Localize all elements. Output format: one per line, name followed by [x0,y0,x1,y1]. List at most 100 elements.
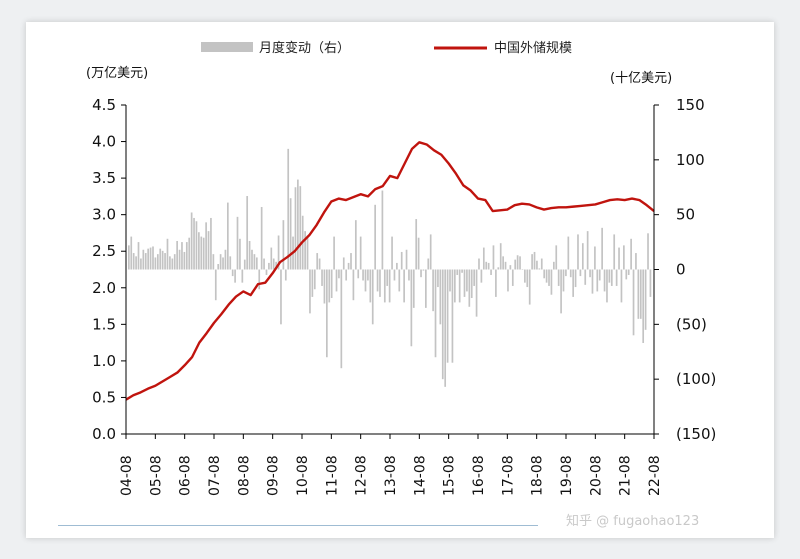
bar [173,254,176,270]
bar [212,254,215,270]
bar [623,245,625,270]
left-tick-label: 4.5 [92,96,116,114]
bar [473,269,475,286]
bar [456,269,459,275]
bar [586,231,589,270]
bar [321,269,323,286]
bar [152,246,154,270]
bar [229,256,232,270]
bar [574,269,577,288]
x-tick-label: 17-08 [500,455,516,496]
bar [579,269,582,277]
bar [371,269,374,325]
bar [453,269,456,303]
legend: 月度变动（右） 中国外储规模 [201,40,572,56]
bar [185,242,188,270]
bar [499,243,502,270]
bar [618,247,620,270]
axes: 0.0 0.5 1.0 1.5 2.0 2.5 3.0 3.5 4.0 4.5 (150) (100)… [92,96,716,496]
bar [533,251,536,270]
bar [144,253,147,270]
x-tick-label: 04-08 [119,455,135,496]
bar [275,261,277,270]
bar [415,219,418,270]
bar [437,269,439,288]
bar [502,256,504,270]
bar [567,236,570,270]
left-tick-label: 3.5 [92,169,116,187]
bar [608,269,611,283]
x-tick-label: 21-08 [618,455,634,496]
bar [625,269,628,280]
bar [130,236,133,270]
bar [309,269,311,314]
bar [386,269,389,286]
bar [330,269,333,299]
bar [270,247,273,270]
bar [294,187,297,270]
bar [260,206,263,270]
bar [545,269,548,283]
bar [374,204,376,270]
bar [241,269,244,283]
bar [357,269,360,279]
bar [227,202,229,270]
line-series [125,141,655,401]
bar [615,269,618,286]
bar [142,249,145,270]
bar [596,269,599,292]
right-tick-label: 0 [676,261,686,279]
x-tick-label: 22-08 [647,455,663,496]
bar [188,237,191,270]
bar [441,269,444,380]
x-tick-label: 08-08 [236,455,252,496]
bar [195,221,198,270]
bar [637,269,640,319]
bar [277,235,280,270]
bar [482,247,485,270]
bar [135,256,137,270]
bar [251,249,253,270]
bar [154,257,157,270]
bar [572,269,574,297]
x-tick-label: 20-08 [588,455,604,496]
bar [427,258,430,270]
left-axis-unit-label: (万亿美元) [86,66,148,81]
bar [388,269,391,303]
bar [531,254,533,270]
bar [169,256,171,270]
bar [354,220,357,270]
bar [376,269,379,292]
bar [543,269,546,279]
bar [222,257,224,270]
bar [632,269,635,336]
left-tick-label: 2.5 [92,242,116,260]
bar [490,269,492,275]
bar [565,269,567,277]
bar [606,269,608,303]
watermark-text: 知乎 @ fugaohao123 [566,514,700,529]
bar [217,264,220,270]
bar [562,269,565,292]
bar [239,238,241,270]
bar [166,238,169,270]
bar [598,269,601,281]
bar [253,254,256,270]
x-tick-label: 19-08 [559,455,575,496]
bar [408,269,410,281]
bar [514,259,517,270]
bar [635,253,637,270]
bar [304,231,306,270]
bar [193,217,195,270]
bar [451,269,454,363]
bar [403,269,405,303]
reserves-line [125,141,655,401]
x-tick-label: 11-08 [324,455,340,496]
bar [417,237,420,270]
bar [557,269,560,286]
bar [224,249,227,270]
bar [200,236,203,270]
bar [429,234,432,270]
bar [458,269,461,303]
bar [639,269,642,319]
